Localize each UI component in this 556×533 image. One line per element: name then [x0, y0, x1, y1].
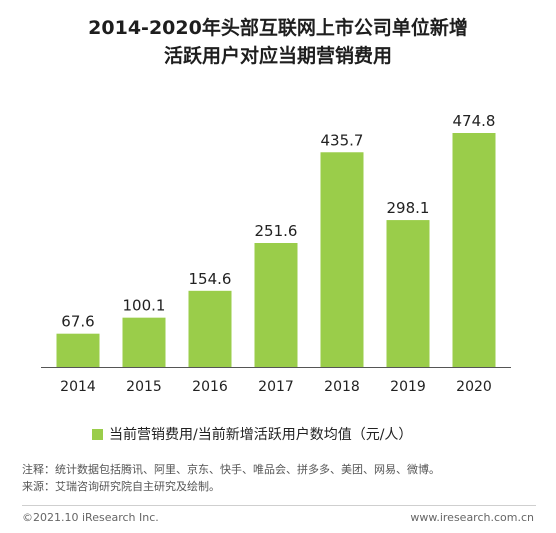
data-label-2020: 474.8 [453, 112, 496, 130]
chart-title-line2: 活跃用户对应当期营销费用 [163, 45, 392, 67]
bar-2016 [188, 290, 232, 367]
data-label-2019: 298.1 [387, 199, 430, 217]
source-line: 来源：艾瑞咨询研究院自主研究及绘制。 [22, 480, 220, 493]
data-label-2015: 100.1 [123, 297, 166, 315]
x-tick-label-2018: 2018 [324, 379, 360, 395]
x-tick-label-2020: 2020 [456, 379, 492, 395]
bar-2018 [320, 152, 364, 367]
notes: 注释：统计数据包括腾讯、阿里、京东、快手、唯品会、拼多多、美团、网易、微博。 来… [22, 461, 440, 495]
chart-title-line1: 2014-2020年头部互联网上市公司单位新增 [88, 17, 468, 39]
bar-2017 [254, 243, 298, 367]
website-link[interactable]: www.iresearch.com.cn [410, 511, 534, 524]
data-label-2016: 154.6 [189, 270, 232, 288]
x-tick-label-2015: 2015 [126, 379, 162, 395]
data-label-2014: 67.6 [61, 313, 94, 331]
bar-2020 [452, 133, 496, 367]
bar-chart: 67.6 2014 100.1 2015 154.6 2016 251.6 2017 435.7… [41, 112, 511, 395]
data-label-2018: 435.7 [321, 131, 364, 149]
legend: 当前营销费用/当前新增活跃用户数均值（元/人） [92, 424, 412, 444]
x-tick-label-2019: 2019 [390, 379, 426, 395]
x-tick-label-2016: 2016 [192, 379, 228, 395]
bar-2014 [56, 333, 100, 367]
x-tick-label-2014: 2014 [60, 379, 96, 395]
legend-label: 当前营销费用/当前新增活跃用户数均值（元/人） [109, 427, 413, 443]
copyright: ©2021.10 iResearch Inc. [22, 511, 159, 524]
x-tick-label-2017: 2017 [258, 379, 294, 395]
bar-2019 [386, 220, 430, 367]
legend-swatch [92, 428, 103, 440]
bar-2015 [122, 317, 166, 367]
footer-divider [22, 505, 536, 506]
chart-title: 2014-2020年头部互联网上市公司单位新增 活跃用户对应当期营销费用 [0, 14, 556, 70]
data-label-2017: 251.6 [255, 222, 298, 240]
note-line: 注释：统计数据包括腾讯、阿里、京东、快手、唯品会、拼多多、美团、网易、微博。 [22, 463, 440, 476]
